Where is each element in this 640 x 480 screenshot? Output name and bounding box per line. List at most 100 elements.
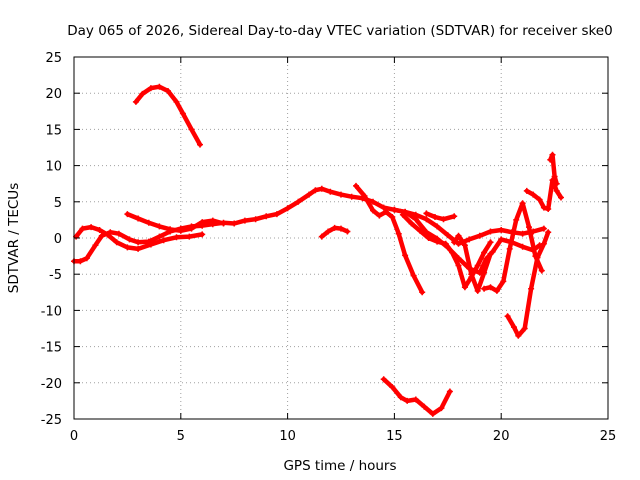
series-arc-15 bbox=[548, 152, 559, 186]
series-layer bbox=[71, 83, 564, 417]
data-point bbox=[156, 223, 163, 230]
data-point bbox=[209, 217, 216, 224]
data-point bbox=[92, 242, 99, 249]
y-tick-label: 10 bbox=[45, 160, 62, 175]
data-point bbox=[331, 224, 338, 231]
series-arc-3 bbox=[125, 211, 226, 234]
data-point bbox=[451, 213, 458, 220]
y-tick-label: -25 bbox=[41, 413, 62, 428]
y-tick-label: 15 bbox=[45, 123, 62, 138]
x-axis-label: GPS time / hours bbox=[283, 458, 396, 474]
x-tick-label: 20 bbox=[493, 429, 510, 444]
chart-title: Day 065 of 2026, Sidereal Day-to-day VTE… bbox=[67, 23, 612, 39]
y-tick-label: 0 bbox=[54, 232, 62, 247]
data-point bbox=[551, 173, 558, 180]
data-point bbox=[434, 223, 441, 230]
data-point bbox=[474, 287, 481, 294]
data-point bbox=[135, 239, 142, 246]
data-point bbox=[389, 384, 396, 391]
data-point bbox=[220, 220, 227, 227]
data-point bbox=[558, 194, 564, 201]
data-point bbox=[511, 324, 517, 331]
data-point bbox=[444, 232, 451, 239]
data-point bbox=[391, 206, 398, 213]
data-point bbox=[105, 232, 112, 239]
data-point bbox=[199, 231, 206, 238]
data-point bbox=[135, 245, 142, 252]
data-point bbox=[432, 214, 438, 220]
data-point bbox=[504, 313, 511, 320]
data-point bbox=[344, 228, 351, 235]
data-point bbox=[186, 233, 193, 240]
data-point bbox=[77, 258, 84, 265]
x-tick-label: 15 bbox=[386, 429, 403, 444]
data-point bbox=[545, 229, 552, 236]
data-point bbox=[380, 376, 387, 383]
data-point bbox=[538, 267, 545, 274]
data-point bbox=[438, 405, 445, 412]
x-tick-label: 10 bbox=[279, 429, 296, 444]
data-point bbox=[318, 185, 325, 192]
data-point bbox=[389, 214, 396, 220]
y-tick-label: 20 bbox=[45, 87, 62, 102]
data-point bbox=[135, 215, 142, 222]
data-point bbox=[83, 255, 90, 262]
data-point bbox=[429, 410, 436, 417]
series-arc-1 bbox=[71, 186, 547, 264]
data-point bbox=[449, 249, 456, 256]
data-point bbox=[147, 241, 154, 248]
data-point bbox=[408, 220, 415, 227]
data-point bbox=[412, 216, 419, 223]
data-point bbox=[487, 250, 494, 257]
data-point bbox=[273, 211, 280, 218]
data-point bbox=[423, 216, 430, 223]
data-point bbox=[521, 325, 528, 332]
series-arc-6 bbox=[353, 183, 425, 295]
data-point bbox=[96, 227, 103, 233]
data-point bbox=[455, 262, 462, 269]
data-point bbox=[553, 187, 560, 194]
data-point bbox=[540, 204, 547, 211]
data-point bbox=[399, 211, 406, 218]
data-point bbox=[481, 285, 488, 292]
data-point bbox=[519, 243, 526, 250]
data-point bbox=[528, 285, 535, 292]
data-point bbox=[88, 224, 95, 231]
data-point bbox=[506, 245, 513, 252]
data-point bbox=[197, 141, 203, 148]
data-point bbox=[284, 205, 291, 212]
data-point bbox=[318, 233, 325, 240]
data-point bbox=[79, 225, 86, 232]
data-point bbox=[417, 227, 423, 234]
x-tick-label: 5 bbox=[177, 429, 185, 444]
data-point bbox=[534, 254, 541, 261]
data-point bbox=[515, 332, 522, 339]
data-point bbox=[156, 83, 163, 90]
data-point bbox=[523, 187, 530, 194]
data-point bbox=[455, 240, 462, 247]
data-point bbox=[498, 236, 505, 243]
data-point bbox=[519, 200, 526, 207]
data-point bbox=[549, 151, 556, 158]
data-point bbox=[338, 225, 344, 232]
data-point bbox=[156, 233, 163, 240]
data-point bbox=[380, 204, 387, 211]
data-point bbox=[553, 180, 560, 187]
data-point bbox=[446, 388, 453, 395]
data-point bbox=[173, 234, 180, 241]
data-point bbox=[382, 208, 389, 215]
data-point bbox=[476, 232, 483, 239]
series-arc-12 bbox=[481, 200, 545, 294]
data-point bbox=[540, 225, 547, 232]
tick-layer: 0 5 10 15 20 25 -25 -20 -15 -10 -5 0 5 10 15 20 25 bbox=[41, 51, 617, 444]
data-point bbox=[139, 90, 146, 97]
data-point bbox=[348, 193, 355, 200]
data-point bbox=[404, 397, 411, 404]
y-tick-label: -20 bbox=[41, 377, 62, 392]
data-point bbox=[306, 191, 312, 198]
data-point bbox=[461, 284, 468, 291]
data-point bbox=[487, 284, 494, 291]
data-point bbox=[312, 187, 319, 194]
data-point bbox=[188, 126, 195, 133]
